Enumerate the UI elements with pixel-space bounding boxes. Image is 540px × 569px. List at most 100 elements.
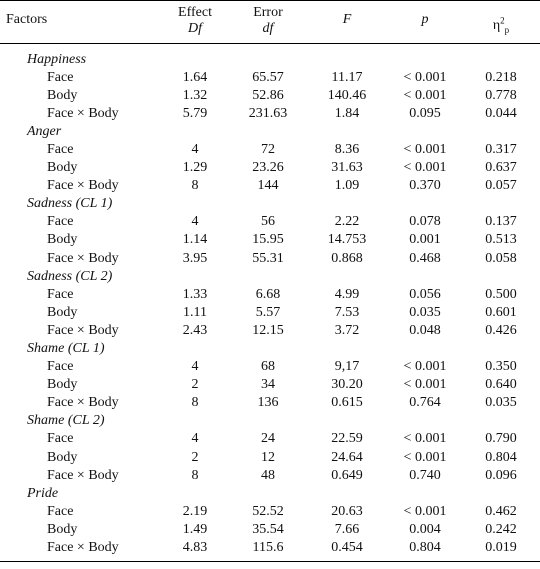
- cell-effect-df: 5.79: [182, 105, 208, 121]
- cell-eta: 0.350: [485, 359, 517, 375]
- cell-factor: Face: [47, 431, 74, 447]
- cell-factor: Body: [47, 87, 78, 103]
- cell-factor: Body: [47, 449, 78, 465]
- cell-f: 20.63: [331, 503, 363, 519]
- cell-eta: 0.137: [485, 214, 517, 230]
- cell-p: 0.001: [409, 232, 441, 248]
- cell-error-df: 48: [261, 467, 275, 483]
- cell-error-df: 52.52: [252, 503, 284, 519]
- cell-eta: 0.601: [485, 304, 517, 320]
- cell-factor: Face × Body: [47, 395, 119, 411]
- table-row: Face 4 56 2.22 0.078 0.137: [0, 213, 540, 231]
- cell-error-df: 15.95: [252, 232, 284, 248]
- cell-error-df: 56: [261, 214, 275, 230]
- header-effect-bottom: Df: [188, 21, 202, 36]
- table-row: Body 1.11 5.57 7.53 0.035 0.601: [0, 304, 540, 322]
- cell-eta: 0.462: [485, 503, 517, 519]
- group-row: Sadness (CL 2): [0, 268, 540, 286]
- cell-f: 140.46: [327, 87, 367, 103]
- cell-f: 1.09: [334, 178, 360, 194]
- cell-error-df: 34: [261, 377, 275, 393]
- cell-effect-df: 2.19: [182, 503, 208, 519]
- table-row: Face × Body 8 136 0.615 0.764 0.035: [0, 394, 540, 412]
- group-label: Pride: [27, 485, 59, 501]
- cell-error-df: 35.54: [252, 521, 284, 537]
- cell-effect-df: 1.11: [183, 304, 207, 320]
- cell-p: < 0.001: [403, 69, 447, 85]
- cell-effect-df: 4.83: [160, 538, 230, 563]
- header-error-df: Error df: [230, 0, 306, 45]
- cell-factor: Face: [47, 359, 74, 375]
- cell-error-df: 6.68: [255, 286, 281, 302]
- cell-effect-df: 1.33: [182, 286, 208, 302]
- group-label: Sadness (CL 1): [27, 196, 113, 212]
- cell-error-df: 5.57: [255, 304, 281, 320]
- group-label: Shame (CL 2): [27, 413, 105, 429]
- table-row: Face 1.64 65.57 11.17 < 0.001 0.218: [0, 69, 540, 87]
- cell-effect-df: 3.95: [182, 250, 208, 266]
- cell-effect-df: 4: [191, 141, 199, 157]
- header-eta-symbol: η2p: [492, 15, 509, 34]
- header-effect-df: Effect Df: [160, 0, 230, 45]
- header-eta-base: η: [492, 17, 501, 33]
- cell-error-df: 55.31: [252, 250, 284, 266]
- cell-f: 0.649: [331, 467, 363, 483]
- cell-p: < 0.001: [403, 377, 447, 393]
- table-row: Face 2.19 52.52 20.63 < 0.001 0.462: [0, 503, 540, 521]
- cell-f: 30.20: [331, 377, 363, 393]
- table-header: Factors Effect Df Error df F p η2p: [0, 0, 540, 45]
- cell-factor: Face: [47, 214, 74, 230]
- cell-effect-df: 8: [191, 467, 199, 483]
- header-eta: η2p: [462, 0, 540, 45]
- cell-error-df: 23.26: [252, 160, 284, 176]
- cell-factor: Body: [47, 521, 78, 537]
- cell-p: < 0.001: [403, 141, 447, 157]
- cell-error-df: 12: [261, 449, 275, 465]
- cell-effect-df: 1.29: [182, 160, 208, 176]
- table-row: Body 1.29 23.26 31.63 < 0.001 0.637: [0, 159, 540, 177]
- cell-p: < 0.001: [403, 160, 447, 176]
- cell-effect-df: 4: [191, 359, 199, 375]
- cell-effect-df: 8: [191, 395, 199, 411]
- table-row: Body 1.32 52.86 140.46 < 0.001 0.778: [0, 87, 540, 105]
- cell-effect-df: 2: [191, 377, 199, 393]
- table-row: Face × Body 8 48 0.649 0.740 0.096: [0, 467, 540, 485]
- cell-f: 11.17: [331, 69, 363, 85]
- cell-eta: 0.637: [485, 160, 517, 176]
- cell-eta: 0.804: [485, 449, 517, 465]
- cell-effect-df: 4: [191, 431, 199, 447]
- cell-eta: 0.790: [485, 431, 517, 447]
- cell-eta: 0.096: [485, 467, 517, 483]
- cell-p: < 0.001: [403, 87, 447, 103]
- cell-eta: 0.640: [485, 377, 517, 393]
- cell-eta: 0.019: [462, 538, 540, 563]
- cell-eta: 0.317: [485, 141, 517, 157]
- cell-f: 0.868: [331, 250, 363, 266]
- group-row: Happiness: [0, 44, 540, 69]
- cell-eta: 0.426: [485, 322, 517, 338]
- cell-factor: Body: [47, 232, 78, 248]
- cell-p: 0.035: [409, 304, 441, 320]
- header-eta-sup: 2: [500, 15, 505, 25]
- table-row: Face × Body 3.95 55.31 0.868 0.468 0.058: [0, 249, 540, 267]
- group-row: Sadness (CL 1): [0, 195, 540, 213]
- group-label: Shame (CL 1): [27, 341, 105, 356]
- cell-f: 22.59: [331, 431, 363, 447]
- cell-p: 0.095: [409, 105, 441, 121]
- cell-p: 0.370: [409, 178, 441, 194]
- cell-factor: Face × Body: [47, 250, 119, 266]
- cell-effect-df: 1.32: [182, 87, 208, 103]
- cell-error-df: 72: [261, 141, 275, 157]
- cell-factor: Body: [47, 160, 78, 176]
- cell-effect-df: 8: [191, 178, 199, 194]
- cell-p: 0.740: [409, 467, 441, 483]
- table-row: Face 4 68 9,17 < 0.001 0.350: [0, 358, 540, 376]
- cell-effect-df: 2.43: [182, 322, 208, 338]
- group-label: Happiness: [27, 51, 87, 67]
- cell-p: < 0.001: [403, 449, 447, 465]
- cell-eta: 0.778: [485, 87, 517, 103]
- cell-error-df: 68: [261, 359, 275, 375]
- cell-p: 0.078: [409, 214, 441, 230]
- group-row: Shame (CL 2): [0, 412, 540, 430]
